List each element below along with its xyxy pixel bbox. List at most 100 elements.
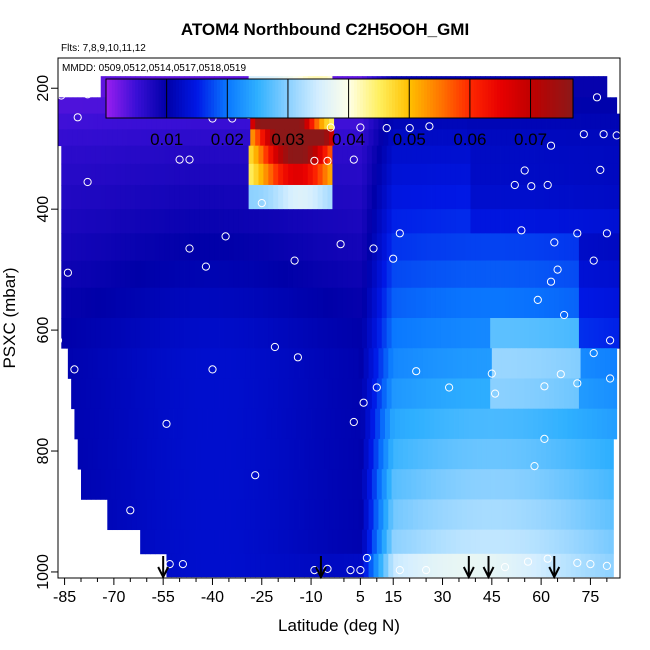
heatmap-cell bbox=[298, 164, 303, 186]
heatmap-cell bbox=[528, 409, 533, 440]
heatmap-cell bbox=[290, 499, 295, 530]
heatmap-cell bbox=[175, 233, 180, 261]
heatmap-cell bbox=[214, 318, 219, 349]
heatmap-cell bbox=[549, 288, 554, 319]
heatmap-cell bbox=[66, 233, 71, 261]
heatmap-cell bbox=[339, 348, 344, 379]
heatmap-cell bbox=[313, 185, 318, 210]
heatmap-cell bbox=[254, 261, 259, 289]
heatmap-cell bbox=[433, 129, 438, 146]
heatmap-cell bbox=[411, 164, 416, 186]
heatmap-cell bbox=[497, 439, 502, 470]
heatmap-cell bbox=[288, 261, 293, 289]
heatmap-cell bbox=[595, 348, 600, 379]
heatmap-cell bbox=[423, 439, 428, 470]
colorbar-segment bbox=[477, 79, 480, 118]
heatmap-cell bbox=[564, 530, 569, 555]
heatmap-cell bbox=[492, 348, 497, 379]
heatmap-cell bbox=[258, 164, 263, 186]
colorbar-segment bbox=[138, 79, 141, 118]
heatmap-cell bbox=[536, 554, 541, 577]
heatmap-cell bbox=[265, 499, 270, 530]
heatmap-cell bbox=[559, 261, 564, 289]
heatmap-cell bbox=[78, 348, 83, 379]
heatmap-cell bbox=[209, 185, 214, 210]
colorbar-segment bbox=[558, 79, 561, 118]
flights-note: Flts: 7,8,9,10,11,12 bbox=[61, 43, 146, 54]
heatmap-cell bbox=[101, 261, 106, 289]
heatmap-cell bbox=[235, 348, 240, 379]
heatmap-cell bbox=[263, 378, 268, 409]
heatmap-cell bbox=[308, 185, 313, 210]
heatmap-cell bbox=[589, 164, 594, 186]
heatmap-cell bbox=[140, 261, 145, 289]
heatmap-cell bbox=[564, 185, 569, 210]
colorbar-segment bbox=[474, 79, 477, 118]
heatmap-cell bbox=[116, 378, 121, 409]
heatmap-cell bbox=[554, 209, 559, 234]
colorbar-segment bbox=[410, 79, 413, 118]
heatmap-cell bbox=[93, 129, 98, 146]
heatmap-cell bbox=[406, 288, 411, 319]
heatmap-cell bbox=[234, 164, 239, 186]
heatmap-cell bbox=[539, 261, 544, 289]
heatmap-cell bbox=[76, 209, 81, 234]
heatmap-cell bbox=[615, 97, 617, 114]
heatmap-cell bbox=[188, 409, 193, 440]
colorbar-segment bbox=[340, 79, 343, 118]
heatmap-cell bbox=[411, 185, 416, 210]
heatmap-cell bbox=[535, 164, 540, 186]
heatmap-cell bbox=[495, 318, 500, 349]
heatmap-cell bbox=[413, 499, 418, 530]
heatmap-cell bbox=[421, 185, 426, 210]
heatmap-cell bbox=[295, 499, 300, 530]
heatmap-cell bbox=[521, 554, 526, 577]
heatmap-cell bbox=[393, 439, 398, 470]
heatmap-cell bbox=[564, 261, 569, 289]
heatmap-cell bbox=[581, 439, 586, 470]
heatmap-cell bbox=[116, 164, 121, 186]
heatmap-cell bbox=[436, 185, 441, 210]
colorbar-segment bbox=[296, 79, 299, 118]
colorbar-segment bbox=[412, 79, 415, 118]
heatmap-cell bbox=[505, 530, 510, 555]
x-tick-label: -40 bbox=[201, 589, 224, 606]
heatmap-cell bbox=[106, 378, 111, 409]
heatmap-cell bbox=[316, 409, 321, 440]
heatmap-cell bbox=[408, 348, 413, 379]
heatmap-cell bbox=[443, 129, 448, 146]
colorbar-segment bbox=[170, 79, 173, 118]
heatmap-cell bbox=[150, 185, 155, 210]
heatmap-cell bbox=[173, 409, 178, 440]
heatmap-cell bbox=[530, 530, 535, 555]
heatmap-cell bbox=[258, 530, 263, 555]
heatmap-cell bbox=[613, 146, 618, 165]
heatmap-cell bbox=[589, 185, 594, 210]
heatmap-cell bbox=[176, 499, 181, 530]
heatmap-cell bbox=[574, 288, 579, 319]
heatmap-cell bbox=[137, 439, 142, 470]
heatmap-cell bbox=[283, 530, 288, 555]
colorbar-tick-label: 0.07 bbox=[514, 130, 547, 149]
heatmap-cell bbox=[252, 409, 257, 440]
heatmap-cell bbox=[369, 129, 374, 146]
heatmap-cell bbox=[535, 318, 540, 349]
heatmap-cell bbox=[359, 348, 364, 379]
heatmap-cell bbox=[559, 164, 564, 186]
heatmap-cell bbox=[73, 114, 78, 130]
heatmap-cell bbox=[549, 469, 554, 500]
heatmap-field bbox=[58, 76, 620, 577]
colorbar-segment bbox=[281, 79, 284, 118]
heatmap-cell bbox=[226, 439, 231, 470]
heatmap-cell bbox=[564, 288, 569, 319]
heatmap-cell bbox=[204, 530, 209, 555]
heatmap-cell bbox=[530, 288, 535, 319]
heatmap-cell bbox=[515, 378, 520, 409]
heatmap-cell bbox=[397, 288, 402, 319]
heatmap-cell bbox=[510, 318, 515, 349]
heatmap-cell bbox=[347, 288, 352, 319]
heatmap-cell bbox=[434, 409, 439, 440]
heatmap-cell bbox=[462, 499, 467, 530]
heatmap-cell bbox=[214, 164, 219, 186]
colorbar-segment bbox=[445, 79, 448, 118]
